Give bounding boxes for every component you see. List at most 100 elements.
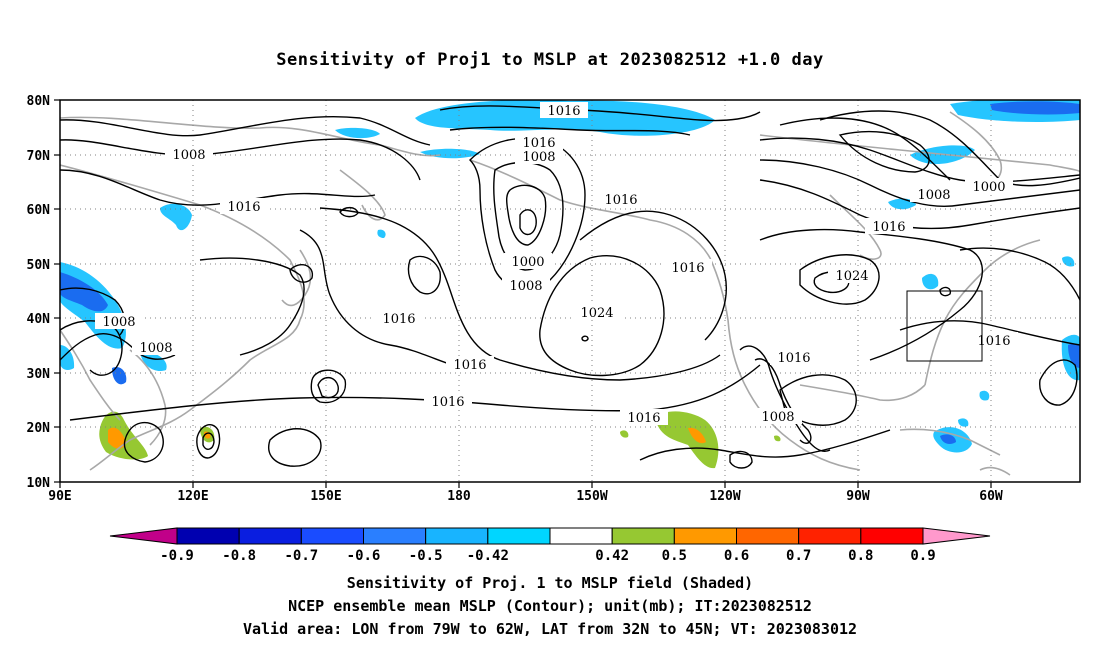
contour-1016-pac-south [69, 364, 761, 421]
contour-label-text: 1016 [382, 312, 415, 327]
contour-low-inner2 [519, 209, 537, 236]
contour-gulf [779, 374, 857, 426]
contour-small-ring-pac [729, 450, 753, 469]
contour-canada-1 [759, 137, 1080, 183]
coast-indochina [129, 349, 167, 446]
shade-atlantic-east-core [1068, 343, 1080, 368]
contour-label: 1016 [664, 259, 712, 276]
contour-1024-na [799, 254, 880, 305]
contour-1008-mexico [739, 345, 831, 452]
colorbar-swatch [300, 527, 365, 545]
contour-small-ring-140e2 [310, 369, 347, 404]
contour-1016-north [60, 115, 431, 146]
lon-label: 120W [709, 489, 740, 504]
chart-title: Sensitivity of Proj1 to MSLP at 20230825… [276, 50, 824, 70]
contour-label-text: 1016 [977, 334, 1010, 349]
contour-label: 1024 [573, 304, 621, 321]
coast-na-east [924, 239, 1041, 386]
contour-label-text: 1024 [580, 306, 613, 321]
contour-label-text: 1016 [671, 261, 704, 276]
contour-canada-2 [759, 159, 1080, 207]
contour-label: 1016 [540, 102, 588, 119]
colorbar-level-label: -0.8 [222, 548, 256, 564]
lon-label: 180 [447, 489, 471, 504]
colorbar-swatch [176, 527, 240, 545]
contour-ring-175e [407, 255, 441, 295]
shade-small-green [620, 430, 629, 438]
contour-label-text: 1000 [511, 255, 544, 270]
colorbar-swatch [425, 527, 489, 545]
colorbar-level-label: 0.8 [848, 548, 873, 564]
valid-area-box [906, 290, 983, 362]
contour-1016-pacsouth2 [639, 429, 891, 461]
shade-india [60, 345, 75, 370]
contour-label: 1008 [132, 339, 180, 356]
lon-label: 150W [576, 489, 607, 504]
contour-ring-160e [339, 206, 359, 218]
contour-label-text: 1016 [453, 358, 486, 373]
lon-label: 90W [846, 489, 870, 504]
lon-label: 120E [177, 489, 208, 504]
coast-siberia [60, 116, 441, 157]
shade-arctic-east-core [990, 101, 1080, 115]
contour-label-text: 1008 [172, 148, 205, 163]
contour-label-text: 1016 [604, 193, 637, 208]
contour-1016-loop1 [319, 207, 721, 381]
contour-label-text: 1016 [227, 200, 260, 215]
coast-canada-arctic [759, 134, 1080, 173]
contour-label: 1016 [865, 218, 913, 235]
contour-label: 1016 [620, 409, 668, 426]
map-frame [59, 99, 1081, 483]
lon-label: 90E [48, 489, 71, 504]
mslp-contours [60, 105, 1080, 469]
shade-pac-green [655, 411, 719, 469]
shade-kamchatka [377, 229, 386, 238]
colorbar-swatch [549, 527, 613, 545]
contour-label: 1016 [970, 332, 1018, 349]
shade-china-south [140, 351, 167, 372]
contour-label: 1016 [770, 349, 818, 366]
contour-label-text: 1000 [972, 180, 1005, 195]
contour-1008-canada [779, 117, 951, 181]
lat-label: 10N [27, 476, 51, 491]
contour-small-ring-150e [268, 428, 322, 467]
colorbar-max-triangle [922, 527, 991, 545]
contour-label: 1016 [446, 356, 494, 373]
contour-label-text: 1008 [917, 188, 950, 203]
colorbar-swatch [363, 527, 427, 545]
contour-label: 1008 [165, 146, 213, 163]
contour-1008-asia1 [60, 333, 176, 361]
contour-label: 1008 [754, 408, 802, 425]
lat-label: 20N [27, 421, 51, 436]
shade-asia-60n [160, 203, 192, 231]
colorbar-level-label: 0.6 [724, 548, 749, 564]
contour-1016-atlantic [899, 320, 1080, 346]
shade-asia-west-core [60, 272, 108, 312]
colorbar-swatch [611, 527, 675, 545]
shade-bay-orange [108, 427, 126, 449]
contour-1016-ridge [579, 210, 727, 341]
contour-1016-na [759, 228, 984, 361]
colorbar-level-label: -0.9 [160, 548, 194, 564]
colorbar-swatch [238, 527, 302, 545]
contour-label-text: 1016 [627, 411, 660, 426]
contour-1016-arctic [439, 105, 761, 122]
contour-label-text: 1016 [872, 220, 905, 235]
contour-1016-arctic2 [449, 126, 691, 136]
lat-label: 60N [27, 203, 51, 218]
contour-1008-asia2 [60, 320, 123, 376]
contour-ring-asia [289, 264, 314, 283]
coast-alaska [469, 159, 711, 259]
contour-label: 1008 [95, 313, 143, 330]
colorbar-level-label: 0.7 [786, 548, 811, 564]
colorbar-level-label: -0.5 [409, 548, 443, 564]
contour-label: 1008 [515, 148, 563, 165]
contour-label: 1008 [910, 186, 958, 203]
coast-south-america [979, 466, 1011, 476]
contour-low-inner1 [505, 184, 547, 246]
lat-label: 70N [27, 149, 51, 164]
coast-gulf [799, 384, 926, 402]
shade-bengal [112, 366, 127, 385]
colorbar-swatch [673, 527, 737, 545]
contour-canada-inner [838, 130, 930, 173]
